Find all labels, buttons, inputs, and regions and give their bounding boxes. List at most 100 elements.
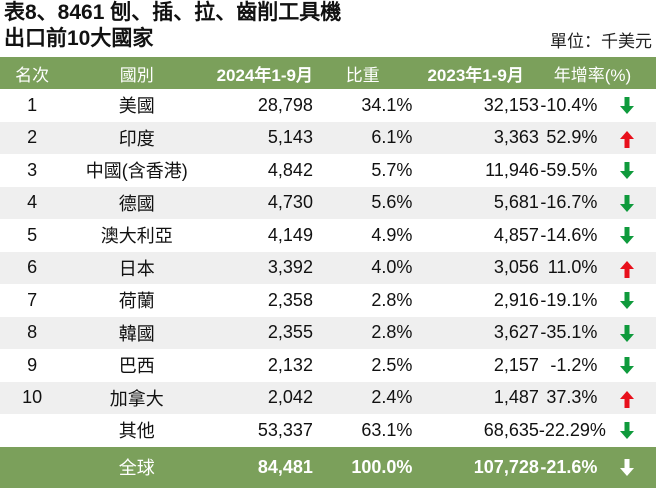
arrow-up-icon [619,130,634,148]
trend-cell [597,284,656,317]
trend-cell [597,414,656,447]
total-2024: 84,481 [257,456,313,477]
trend-cell [597,154,656,187]
value-2024-cell: 2,358 [267,289,313,310]
arrow-down-icon [619,162,634,179]
trend-cell [597,219,656,252]
value-2024-cell: 2,355 [267,322,313,343]
table-row: 2 印度 5,143 6.1% 3,363 52.9% [0,121,656,155]
title-line-1: 表8、8461 刨、插、拉、齒削工具機 [4,1,342,24]
rank-cell: 6 [27,257,38,278]
value-2023-cell: 2,916 [493,289,539,310]
table-row: 6 日本 3,392 4.0% 3,056 11.0% [0,251,656,285]
country-cell: 荷蘭 [118,291,155,312]
value-2023-cell: 2,157 [493,354,539,375]
value-2024-cell: 4,730 [267,192,313,213]
country-cell: 美國 [118,96,155,117]
value-2023-cell: 5,681 [493,192,539,213]
rank-cell: 2 [27,127,38,148]
yoy-cell: 52.9% [546,127,598,148]
table-row: 3 中國(含香港) 4,842 5.7% 11,946 -59.5% [0,154,656,187]
value-2023-cell: 68,635 [483,419,539,440]
share-cell: 63.1% [361,419,413,440]
share-cell: 5.6% [371,192,413,213]
table-row: 9 巴西 2,132 2.5% 2,157 -1.2% [0,349,656,382]
total-country: 全球 [118,458,155,478]
rank-cell: 4 [27,192,38,213]
table-row: 其他 53,337 63.1% 68,635 -22.29% [0,414,656,447]
arrow-down-icon [619,458,634,476]
arrow-down-icon [619,97,634,114]
country-cell: 德國 [118,193,155,214]
arrow-down-icon [619,227,634,244]
trend-cell [597,382,656,415]
country-cell: 印度 [118,128,155,149]
share-cell: 4.9% [371,224,413,245]
yoy-cell: -59.5% [540,159,598,180]
rank-cell: 8 [27,322,38,343]
total-trend [597,447,656,488]
header-2024: 2024年1-9月 [216,65,313,85]
header-2023: 2023年1-9月 [427,65,524,85]
yoy-cell: -16.7% [540,192,598,213]
header-share: 比重 [345,65,380,85]
header-country: 國別 [119,65,154,85]
arrow-down-icon [619,292,634,309]
rank-cell [0,414,64,447]
share-cell: 2.5% [371,354,413,375]
trend-cell [597,187,656,220]
value-2024-cell: 5,143 [267,127,313,148]
arrow-up-icon [619,390,634,408]
rank-cell: 5 [27,224,38,245]
yoy-cell: -22.29% [538,419,606,440]
share-cell: 2.4% [371,387,413,408]
value-2024-cell: 4,842 [267,159,313,180]
arrow-down-icon [619,194,634,212]
trend-cell [597,252,656,285]
value-2023-cell: 3,056 [493,257,539,278]
yoy-cell: -10.4% [540,94,598,115]
rank-cell: 9 [27,354,38,375]
value-2023-cell: 32,153 [483,94,539,115]
share-cell: 2.8% [371,322,413,343]
yoy-cell: -19.1% [540,289,598,310]
table-title: 表8、8461 刨、插、拉、齒削工具機 出口前10大國家 [4,0,341,52]
rank-cell: 7 [27,289,38,310]
header-yoy: 年增率(%) [553,65,632,85]
country-cell: 澳大利亞 [100,226,173,247]
yoy-cell: -14.6% [540,224,598,245]
country-cell: 日本 [118,258,155,279]
header-row: 名次 國別 2024年1-9月 比重 2023年1-9月 年增率(%) [0,57,656,89]
value-2023-cell: 1,487 [493,387,539,408]
arrow-down-icon [619,357,634,374]
rank-cell: 1 [27,94,38,115]
value-2024-cell: 2,132 [267,354,313,375]
table-row: 1 美國 28,798 34.1% 32,153 -10.4% [0,89,656,122]
share-cell: 5.7% [371,159,413,180]
trend-cell [597,349,656,382]
value-2024-cell: 53,337 [257,419,313,440]
value-2024-cell: 3,392 [267,257,313,278]
unit-label: 單位：千美元 [550,32,652,51]
yoy-cell: -35.1% [540,322,598,343]
country-cell: 加拿大 [109,388,164,409]
total-row: 全球 84,481 100.0% 107,728 -21.6% [0,446,656,488]
total-rank [0,447,64,488]
country-cell: 其他 [118,421,155,442]
value-2023-cell: 3,363 [493,127,539,148]
trend-cell [597,317,656,350]
yoy-cell: 37.3% [546,387,598,408]
table-row: 5 澳大利亞 4,149 4.9% 4,857 -14.6% [0,219,656,252]
value-2023-cell: 3,627 [493,322,539,343]
rank-cell: 10 [22,387,43,408]
value-2024-cell: 4,149 [267,224,313,245]
share-cell: 2.8% [371,289,413,310]
share-cell: 6.1% [371,127,413,148]
country-cell: 中國(含香港) [85,161,188,182]
trend-cell [597,122,656,155]
value-2024-cell: 2,042 [267,387,313,408]
country-cell: 韓國 [118,323,155,344]
trend-cell [597,89,656,122]
value-2023-cell: 4,857 [493,224,539,245]
yoy-cell: -1.2% [550,354,598,375]
